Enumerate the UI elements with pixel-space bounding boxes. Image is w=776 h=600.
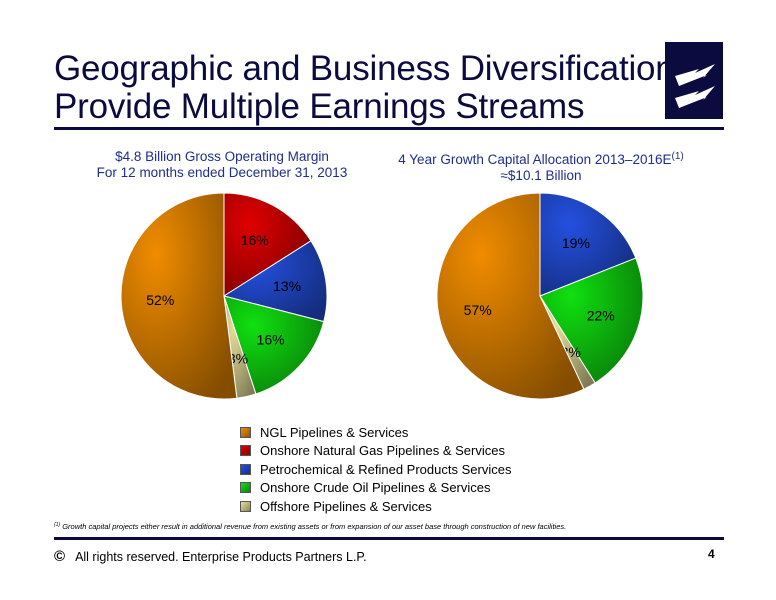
chart1-title-line1: $4.8 Billion Gross Operating Margin: [115, 149, 329, 164]
legend-label: Offshore Pipelines & Services: [260, 498, 432, 514]
legend-label: Onshore Natural Gas Pipelines & Services: [260, 443, 505, 459]
legend-swatch: [240, 445, 251, 457]
pie-slice-onshore-natural-gas-pipelines-services: [223, 192, 312, 297]
header-rule: [54, 127, 724, 130]
pie-slice-onshore-crude-oil-pipelines-services: [223, 295, 325, 395]
footnote-marker: (1): [54, 522, 61, 528]
pie-chart-gross-operating-margin: 16%13%16%3%52%: [120, 192, 328, 400]
page-title: Geographic and Business Diversification …: [54, 50, 675, 126]
legend-item: Offshore Pipelines & Services: [240, 497, 511, 516]
copyright-icon: ©: [54, 548, 66, 565]
legend-item: Petrochemical & Refined Products Service…: [240, 460, 511, 479]
legend-swatch: [240, 426, 251, 438]
chart1-title-line2: For 12 months ended December 31, 2013: [96, 165, 348, 180]
chart1-title: $4.8 Billion Gross Operating Margin For …: [72, 149, 372, 181]
legend-item: NGL Pipelines & Services: [240, 423, 511, 442]
chart2-title-text: 4 Year Growth Capital Allocation 2013–20…: [398, 152, 672, 167]
footer-rule: [54, 537, 724, 540]
legend-label: NGL Pipelines & Services: [260, 424, 409, 440]
pie-slice-label: 57%: [464, 302, 492, 318]
pie-slice-label: 19%: [562, 235, 590, 251]
footnote-text: Growth capital projects either result in…: [62, 522, 567, 531]
pie-slice-petrochemical-refined-products-services: [539, 192, 637, 297]
pie-slice-onshore-crude-oil-pipelines-services: [539, 257, 644, 384]
pie-slice-ngl-pipelines-services: [120, 192, 238, 400]
pie-slice-label: 13%: [273, 278, 301, 294]
copyright: © All rights reserved. Enterprise Produc…: [54, 548, 367, 565]
company-logo-icon: [665, 42, 723, 119]
chart2-title-footnote-marker: (1): [671, 151, 684, 162]
pie-slice-ngl-pipelines-services: [436, 192, 585, 400]
pie-slice-label: 52%: [146, 292, 174, 308]
legend-swatch: [240, 482, 251, 494]
pie-slice-label: 16%: [257, 332, 285, 348]
legend-item: Onshore Natural Gas Pipelines & Services: [240, 442, 511, 461]
footnote: (1) Growth capital projects either resul…: [54, 522, 566, 531]
legend-swatch: [240, 500, 251, 512]
legend-swatch: [240, 463, 251, 475]
pie-slice-petrochemical-refined-products-services: [222, 240, 328, 323]
pie-slice-label: 22%: [587, 308, 615, 324]
page-title-line2: Provide Multiple Earnings Streams: [54, 87, 585, 126]
pie-chart-growth-capital: 19%22%2%57%: [436, 192, 644, 400]
pie-slice-label: 16%: [241, 232, 269, 248]
page-title-line1: Geographic and Business Diversification: [54, 49, 675, 88]
chart2-title-line1: 4 Year Growth Capital Allocation 2013–20…: [386, 149, 696, 168]
legend-item: Onshore Crude Oil Pipelines & Services: [240, 479, 511, 498]
legend-label: Onshore Crude Oil Pipelines & Services: [260, 480, 491, 496]
chart2-title: 4 Year Growth Capital Allocation 2013–20…: [386, 149, 696, 184]
copyright-text: All rights reserved. Enterprise Products…: [75, 549, 367, 564]
legend-label: Petrochemical & Refined Products Service…: [260, 461, 512, 477]
page-number: 4: [708, 547, 715, 561]
legend: NGL Pipelines & Services Onshore Natural …: [240, 423, 511, 516]
chart2-title-line2: ≈$10.1 Billion: [500, 168, 582, 183]
